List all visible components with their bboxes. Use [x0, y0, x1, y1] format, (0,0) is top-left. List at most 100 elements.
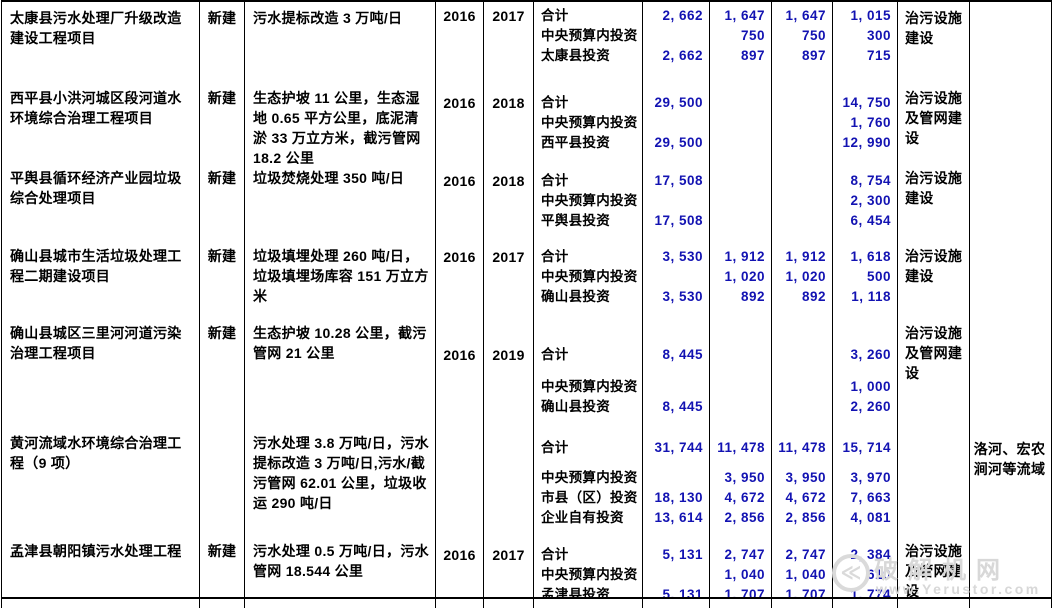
funding-line: 孟津县投资	[541, 585, 642, 597]
table-bottom-line	[2, 597, 1051, 599]
funding-category: 西平县投资	[541, 135, 610, 150]
funding-col2-cell: 1, 912 1, 020 892	[710, 242, 772, 318]
funding-category: 合计	[541, 347, 569, 362]
funding-line: 中央预算内投资	[541, 191, 642, 211]
funding-col4-cell: 8, 754 2, 300 6, 454	[833, 164, 898, 242]
funding-line: 2, 856	[772, 508, 826, 528]
funding-value: 1, 040	[724, 567, 765, 582]
funding-line: 1, 040	[710, 565, 765, 585]
funding-total-cell: 29, 500 29, 500	[643, 84, 710, 164]
funding-line	[643, 565, 703, 585]
funding-line: 750	[772, 26, 826, 46]
project-status: 新建	[207, 543, 237, 559]
funding-line: 合计	[541, 247, 642, 267]
end-year: 2017	[492, 249, 525, 265]
funding-line	[710, 397, 765, 417]
start-year-cell	[436, 430, 484, 533]
funding-col2-cell: 1, 647 750 897	[710, 2, 772, 84]
funding-category: 中央预算内投资	[541, 379, 638, 394]
end-year-cell: 2019	[484, 318, 534, 430]
funding-value: 897	[740, 48, 765, 63]
funding-total: 31, 744	[654, 440, 703, 455]
construction-content: 污水处理 0.5 万吨/日，污水管网 18.544 公里	[253, 543, 429, 579]
funding-line: 750	[710, 26, 765, 46]
funding-col2-cell: 11, 478 3, 950 4, 672 2, 856	[710, 430, 772, 533]
funding-value: 2, 384	[850, 547, 891, 562]
funding-value: 11, 478	[778, 440, 826, 455]
construction-content-cell: 污水处理 0.5 万吨/日，污水管网 18.544 公里	[245, 533, 436, 597]
funding-line: 4, 672	[772, 488, 826, 508]
funding-category: 企业自有投资	[541, 510, 624, 525]
funding-category: 中央预算内投资	[541, 28, 638, 43]
funding-col4-cell: 15, 714 3, 970 7, 663 4, 081	[833, 430, 898, 533]
start-year-cell: 2016	[436, 164, 484, 242]
funding-line: 17, 508	[643, 211, 703, 231]
funding-value: 14, 750	[842, 95, 891, 110]
funding-line: 合计	[541, 6, 642, 26]
funding-gap	[710, 365, 765, 377]
funding-value: 1, 000	[850, 379, 891, 394]
funding-value: 12, 990	[842, 135, 891, 150]
funding-gap	[772, 458, 826, 468]
funding-col4-cell: 2, 384 610 1, 774	[833, 533, 898, 597]
project-status: 新建	[207, 90, 237, 106]
project-status-cell	[200, 430, 245, 533]
project-name: 确山县城区三里河河道污染治理工程项目	[10, 325, 182, 361]
funding-category: 孟津县投资	[541, 587, 610, 597]
funding-line	[643, 468, 703, 488]
funding-value: 1, 912	[785, 249, 826, 264]
funding-line: 确山县投资	[541, 287, 642, 307]
funding-line: 15, 714	[833, 438, 891, 458]
funding-value: 750	[801, 28, 826, 43]
funding-value: 2, 300	[850, 193, 891, 208]
funding-total: 29, 500	[654, 95, 703, 110]
funding-col3-cell	[772, 318, 833, 430]
funding-total-cell: 5, 131 5, 131	[643, 533, 710, 597]
project-name-cell: 确山县城区三里河河道污染治理工程项目	[2, 318, 200, 430]
funding-col3-cell: 1, 912 1, 020 892	[772, 242, 833, 318]
funding-total: 3, 530	[662, 249, 703, 264]
funding-value: 3, 260	[850, 347, 891, 362]
funding-line: 2, 260	[833, 397, 891, 417]
funding-value: 2, 747	[785, 547, 826, 562]
project-status-cell: 新建	[200, 84, 245, 164]
funding-gap	[541, 458, 642, 468]
funding-line	[643, 113, 703, 133]
funding-category-cell: 合计 中央预算内投资 孟津县投资	[534, 533, 643, 597]
funding-category: 合计	[541, 547, 569, 562]
start-year-cell: 2016	[436, 242, 484, 318]
funding-col3-cell	[772, 84, 833, 164]
funding-value: 7, 663	[850, 490, 891, 505]
funding-line: 5, 131	[643, 585, 703, 597]
construction-content-cell: 垃圾焚烧处理 350 吨/日	[245, 164, 436, 242]
funding-line: 中央预算内投资	[541, 26, 642, 46]
project-attribute: 治污设施及管网建设	[905, 325, 963, 381]
funding-line	[710, 171, 765, 191]
funding-line	[710, 93, 765, 113]
funding-line: 1, 912	[772, 247, 826, 267]
funding-line: 3, 950	[772, 468, 826, 488]
funding-value: 3, 950	[785, 470, 826, 485]
funding-total: 17, 508	[654, 173, 703, 188]
funding-line: 3, 970	[833, 468, 891, 488]
empty-cell	[200, 599, 245, 608]
funding-value: 3, 970	[850, 470, 891, 485]
funding-line: 31, 744	[643, 438, 703, 458]
end-year: 2017	[492, 547, 525, 563]
start-year-cell: 2016	[436, 84, 484, 164]
project-status: 新建	[207, 325, 237, 341]
funding-line: 1, 040	[772, 565, 826, 585]
funding-line: 中央预算内投资	[541, 377, 642, 397]
funding-category: 合计	[541, 173, 569, 188]
funding-line: 合计	[541, 438, 642, 458]
table-row: 太康县污水处理厂升级改造建设工程项目 新建 污水提标改造 3 万吨/日 2016 201…	[2, 2, 1051, 84]
construction-content: 污水提标改造 3 万吨/日	[253, 10, 403, 26]
funding-value: 4, 672	[724, 490, 765, 505]
end-year-cell: 2017	[484, 533, 534, 597]
funding-line: 11, 478	[772, 438, 826, 458]
table-row: 黄河流域水环境综合治理工程（9 项） 污水处理 3.8 万吨/日，污水提标改造 3…	[2, 430, 1051, 533]
basin-cell	[970, 2, 1049, 84]
funding-total: 29, 500	[654, 135, 703, 150]
funding-line: 中央预算内投资	[541, 468, 642, 488]
